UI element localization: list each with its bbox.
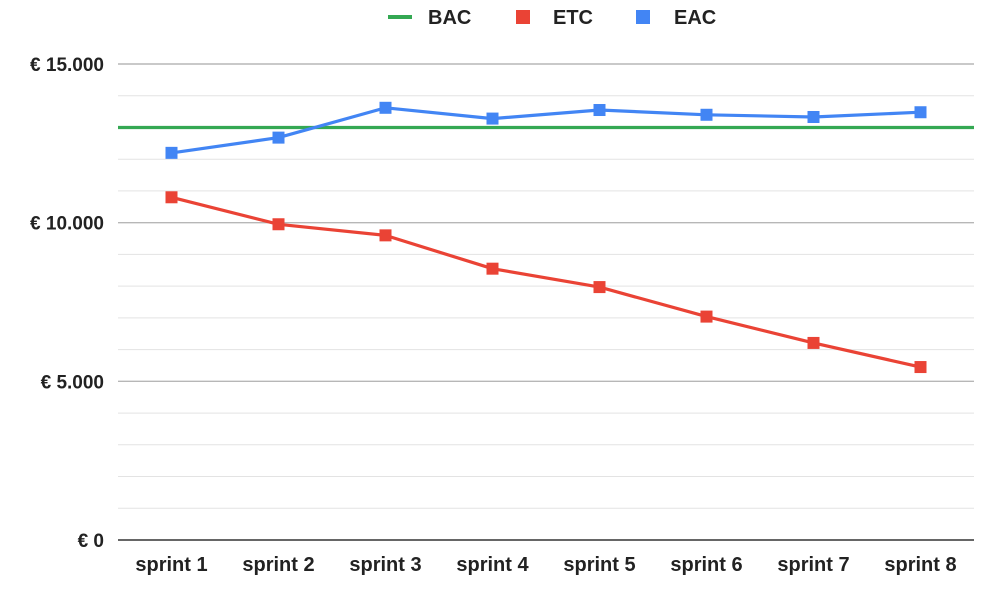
grid-layer xyxy=(118,63,974,509)
x-tick-label: sprint 4 xyxy=(456,554,529,576)
x-tick-label: sprint 7 xyxy=(777,554,849,576)
y-tick-label: € 10.000 xyxy=(30,214,104,235)
data-point-eac xyxy=(914,106,927,119)
data-point-etc xyxy=(379,229,392,242)
data-point-eac xyxy=(593,104,606,117)
x-tick-label: sprint 3 xyxy=(349,554,421,576)
x-tick-label: sprint 2 xyxy=(242,554,314,576)
y-tick-label: € 0 xyxy=(78,531,104,552)
legend-label-etc: ETC xyxy=(553,7,593,29)
data-point-etc xyxy=(593,281,606,294)
data-point-eac xyxy=(379,101,392,114)
data-point-etc xyxy=(700,310,713,323)
y-tick-label: € 5.000 xyxy=(41,372,104,393)
data-point-eac xyxy=(486,112,499,125)
series-layer xyxy=(118,101,974,374)
x-tick-label: sprint 5 xyxy=(563,554,635,576)
data-point-eac xyxy=(700,108,713,121)
data-point-eac xyxy=(272,131,285,144)
legend-swatch-bac xyxy=(388,15,412,19)
legend-label-eac: EAC xyxy=(674,7,716,29)
axis-layer: € 0 € 5.000 € 10.000 € 15.000 sprint 1 sprint… xyxy=(30,55,974,576)
series-line-etc xyxy=(171,195,921,369)
data-point-etc xyxy=(165,191,178,204)
data-point-etc xyxy=(486,262,499,275)
legend-swatch-eac xyxy=(636,10,650,24)
data-point-eac xyxy=(165,146,178,159)
x-tick-label: sprint 6 xyxy=(670,554,742,576)
data-point-etc xyxy=(272,218,285,231)
data-point-eac xyxy=(807,110,820,123)
legend-swatch-etc xyxy=(516,10,530,24)
y-tick-label: € 15.000 xyxy=(30,55,104,76)
x-tick-label: sprint 1 xyxy=(135,554,207,576)
data-point-etc xyxy=(807,336,820,349)
legend-label-bac: BAC xyxy=(428,7,471,29)
data-point-etc xyxy=(914,361,927,374)
x-tick-label: sprint 8 xyxy=(884,554,956,576)
legend: BAC ETC EAC xyxy=(388,7,716,29)
series-line-eac xyxy=(171,106,921,155)
